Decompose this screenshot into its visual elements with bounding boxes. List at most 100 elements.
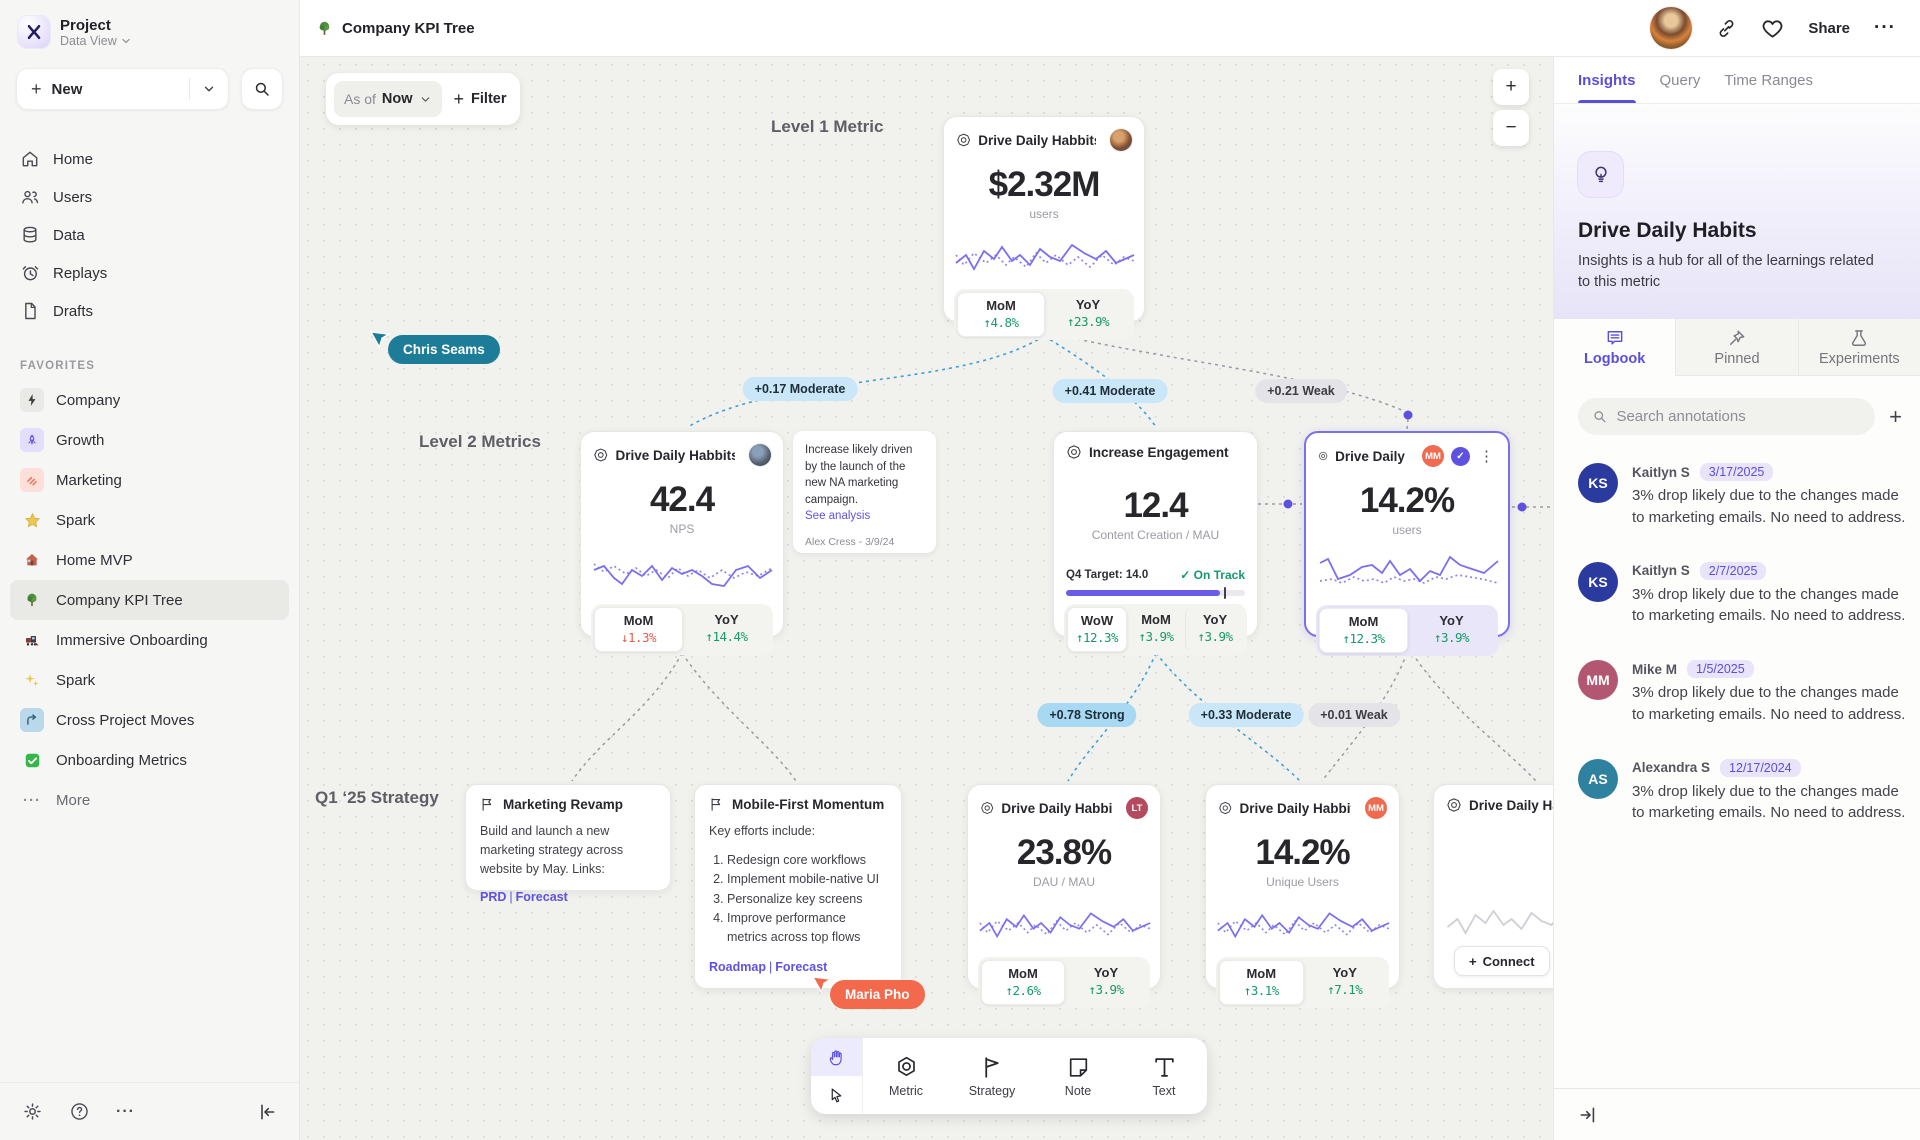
stat-mom[interactable]: MoM ↑4.8% xyxy=(957,292,1045,337)
stat-mom[interactable]: MoM ↑3.1% xyxy=(1219,960,1304,1005)
prd-link[interactable]: PRD xyxy=(480,890,507,905)
metric-card-drive-daily-habits-nps[interactable]: Drive Daily Habbits 42.4 NPS MoM ↓1.3% Y… xyxy=(580,431,784,655)
edge-label[interactable]: +0.01 Weak xyxy=(1308,703,1400,727)
edge-label[interactable]: +0.17 Moderate xyxy=(742,377,858,401)
sidebar-item-home[interactable]: Home xyxy=(10,140,289,178)
sidebar-fav-spark-2[interactable]: Spark xyxy=(10,660,289,700)
note-tool[interactable]: Note xyxy=(1035,1038,1121,1114)
settings-gear-icon[interactable] xyxy=(22,1101,43,1122)
strategy-note-marketing-revamp[interactable]: Marketing Revamp Build and launch a new … xyxy=(465,784,671,904)
annotation-item[interactable]: KS Kaitlyn S 3/17/2025 3% drop likely du… xyxy=(1578,463,1905,529)
edge-label[interactable]: +0.33 Moderate xyxy=(1188,703,1304,727)
metric-card-partial[interactable]: Drive Daily Habbits + Connect xyxy=(1433,784,1553,989)
annotation-search-input[interactable] xyxy=(1616,408,1862,426)
sidebar-item-label: Drafts xyxy=(53,302,94,320)
new-dropdown-chevron[interactable] xyxy=(190,82,228,96)
subtab-experiments[interactable]: Experiments xyxy=(1797,319,1920,377)
tab-query[interactable]: Query xyxy=(1659,71,1701,89)
share-button[interactable]: Share xyxy=(1808,19,1851,37)
subtab-logbook[interactable]: Logbook xyxy=(1554,319,1676,377)
sidebar-fav-immersive-onboarding[interactable]: Immersive Onboarding xyxy=(10,620,289,660)
sidebar-fav-company-kpi-tree[interactable]: Company KPI Tree xyxy=(10,580,289,620)
edge-label[interactable]: +0.41 Moderate xyxy=(1052,379,1168,403)
sidebar-more[interactable]: ··· More xyxy=(10,780,289,820)
tool-dock: Metric Strategy Note Text xyxy=(811,1038,1207,1114)
sidebar-item-replays[interactable]: Replays xyxy=(10,254,289,292)
sidebar-fav-home-mvp[interactable]: Home MVP xyxy=(10,540,289,580)
sidebar-fav-cross-project-moves[interactable]: Cross Project Moves xyxy=(10,700,289,740)
as-of-dropdown[interactable]: As of Now xyxy=(334,81,442,117)
connect-button[interactable]: + Connect xyxy=(1454,946,1550,976)
text-tool[interactable]: Text xyxy=(1121,1038,1207,1114)
check-icon xyxy=(20,748,44,772)
text-icon xyxy=(1154,1057,1174,1077)
annotation-search[interactable] xyxy=(1578,398,1876,436)
sidebar-more-icon[interactable]: ··· xyxy=(116,1102,135,1120)
project-switcher[interactable]: Project Data View xyxy=(0,0,299,54)
favorite-heart-icon[interactable] xyxy=(1761,17,1784,40)
collapse-panel-icon[interactable] xyxy=(1578,1105,1598,1125)
stat-yoy[interactable]: YoY ↑7.1% xyxy=(1327,965,1363,997)
forecast-link[interactable]: Forecast xyxy=(515,890,568,905)
subtab-pinned[interactable]: Pinned xyxy=(1675,319,1798,377)
sidebar-fav-onboarding-metrics[interactable]: Onboarding Metrics xyxy=(10,740,289,780)
metric-card-increase-engagement[interactable]: Increase Engagement 12.4 Content Creatio… xyxy=(1053,431,1258,655)
new-button[interactable]: + New xyxy=(16,68,229,110)
zoom-out-button[interactable]: − xyxy=(1493,110,1529,146)
metric-card-drive-daily-habits-unique[interactable]: Drive Daily Habbits MM 14.2% Unique User… xyxy=(1205,784,1400,1008)
annotation-item[interactable]: MM Mike M 1/5/2025 3% drop likely due to… xyxy=(1578,660,1905,726)
overflow-menu-icon[interactable]: ··· xyxy=(1874,17,1896,38)
canvas-toolbar: As of Now + Filter xyxy=(326,73,521,125)
collapse-sidebar-icon[interactable] xyxy=(257,1102,277,1122)
sidebar-fav-company[interactable]: Company xyxy=(10,380,289,420)
annotation-item[interactable]: AS Alexandra S 12/17/2024 3% drop likely… xyxy=(1578,758,1905,825)
stat-yoy[interactable]: YoY ↑3.9% xyxy=(1088,965,1124,997)
stat-yoy[interactable]: YoY ↑23.9% xyxy=(1066,297,1110,329)
stat-yoy[interactable]: YoY ↑3.9% xyxy=(1433,613,1470,645)
card-menu-icon[interactable]: ⋮ xyxy=(1479,448,1494,465)
search-icon xyxy=(255,82,269,96)
stat-mom[interactable]: MoM ↑2.6% xyxy=(981,960,1065,1005)
stat-mom[interactable]: MoM ↑3.9% xyxy=(1138,612,1174,644)
level-1-label: Level 1 Metric xyxy=(771,117,884,136)
strategy-tool[interactable]: Strategy xyxy=(949,1038,1035,1114)
house-icon xyxy=(20,548,44,572)
annotation-item[interactable]: KS Kaitlyn S 2/7/2025 3% drop likely due… xyxy=(1578,561,1905,628)
filter-button[interactable]: + Filter xyxy=(454,89,507,110)
see-analysis-link[interactable]: See analysis xyxy=(805,509,871,522)
tab-insights[interactable]: Insights xyxy=(1578,57,1636,103)
stat-wow[interactable]: WoW ↑12.3% xyxy=(1067,607,1127,652)
canvas-annotation-note[interactable]: Increase likely driven by the launch of … xyxy=(793,431,936,553)
strategy-note-mobile-first[interactable]: Mobile-First Momentum Key efforts includ… xyxy=(694,784,902,989)
sidebar-fav-growth[interactable]: Growth xyxy=(10,420,289,460)
metric-card-drive-daily-habits-selected[interactable]: Drive Daily Habb.. MM ✓ ⋮ 14.2% users Mo… xyxy=(1304,431,1510,656)
metric-card-drive-daily-habits-l1[interactable]: Drive Daily Habbits $2.32M users MoM ↑4.… xyxy=(943,116,1145,340)
user-avatar[interactable] xyxy=(1650,7,1693,49)
metric-card-drive-daily-habits-dau[interactable]: Drive Daily Habbits LT 23.8% DAU / MAU M… xyxy=(967,784,1161,1008)
sidebar-item-users[interactable]: Users xyxy=(10,178,289,216)
train-icon xyxy=(20,628,44,652)
kpi-tree-canvas[interactable]: As of Now + Filter + − Level 1 Metric Le… xyxy=(300,57,1553,1140)
roadmap-link[interactable]: Roadmap xyxy=(709,959,766,974)
edge-label[interactable]: +0.78 Strong xyxy=(1037,703,1137,727)
forecast-link[interactable]: Forecast xyxy=(775,959,828,974)
edge-label[interactable]: +0.21 Weak xyxy=(1255,379,1347,403)
stat-yoy[interactable]: YoY ↑3.9% xyxy=(1185,607,1244,652)
sidebar-fav-spark[interactable]: Spark xyxy=(10,500,289,540)
select-tool[interactable] xyxy=(811,1076,862,1114)
sidebar-item-drafts[interactable]: Drafts xyxy=(10,292,289,330)
help-icon[interactable] xyxy=(69,1101,90,1122)
verified-badge-icon: ✓ xyxy=(1451,446,1470,466)
link-icon[interactable] xyxy=(1716,18,1737,39)
stat-mom[interactable]: MoM ↑12.3% xyxy=(1319,608,1408,653)
zoom-in-button[interactable]: + xyxy=(1493,69,1529,105)
sidebar-fav-marketing[interactable]: Marketing xyxy=(10,460,289,500)
hand-tool[interactable] xyxy=(811,1038,862,1076)
search-button[interactable] xyxy=(241,68,283,110)
stat-yoy[interactable]: YoY ↑14.4% xyxy=(705,612,748,644)
sidebar-item-data[interactable]: Data xyxy=(10,216,289,254)
tab-time-ranges[interactable]: Time Ranges xyxy=(1724,71,1814,89)
add-annotation-button[interactable]: + xyxy=(1889,403,1902,429)
stat-mom[interactable]: MoM ↓1.3% xyxy=(594,607,683,652)
metric-tool[interactable]: Metric xyxy=(863,1038,949,1114)
